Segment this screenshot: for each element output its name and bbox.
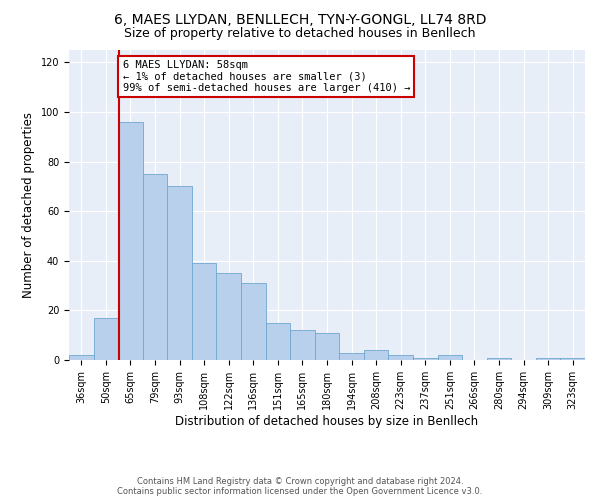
Bar [560,358,585,360]
Bar [339,352,364,360]
Text: Size of property relative to detached houses in Benllech: Size of property relative to detached ho… [124,28,476,40]
Text: 6 MAES LLYDAN: 58sqm
← 1% of detached houses are smaller (3)
99% of semi-detache: 6 MAES LLYDAN: 58sqm ← 1% of detached ho… [122,60,410,93]
Bar [290,330,315,360]
Bar [536,358,560,360]
Bar [241,283,266,360]
Bar [217,273,241,360]
Bar [192,264,217,360]
Bar [388,355,413,360]
Bar [413,358,437,360]
X-axis label: Distribution of detached houses by size in Benllech: Distribution of detached houses by size … [175,414,479,428]
Bar [167,186,192,360]
Bar [143,174,167,360]
Bar [118,122,143,360]
Bar [364,350,388,360]
Y-axis label: Number of detached properties: Number of detached properties [22,112,35,298]
Bar [315,332,339,360]
Bar [69,355,94,360]
Text: Contains HM Land Registry data © Crown copyright and database right 2024.
Contai: Contains HM Land Registry data © Crown c… [118,476,482,496]
Text: 6, MAES LLYDAN, BENLLECH, TYN-Y-GONGL, LL74 8RD: 6, MAES LLYDAN, BENLLECH, TYN-Y-GONGL, L… [114,12,486,26]
Bar [266,323,290,360]
Bar [487,358,511,360]
Bar [94,318,118,360]
Bar [437,355,462,360]
